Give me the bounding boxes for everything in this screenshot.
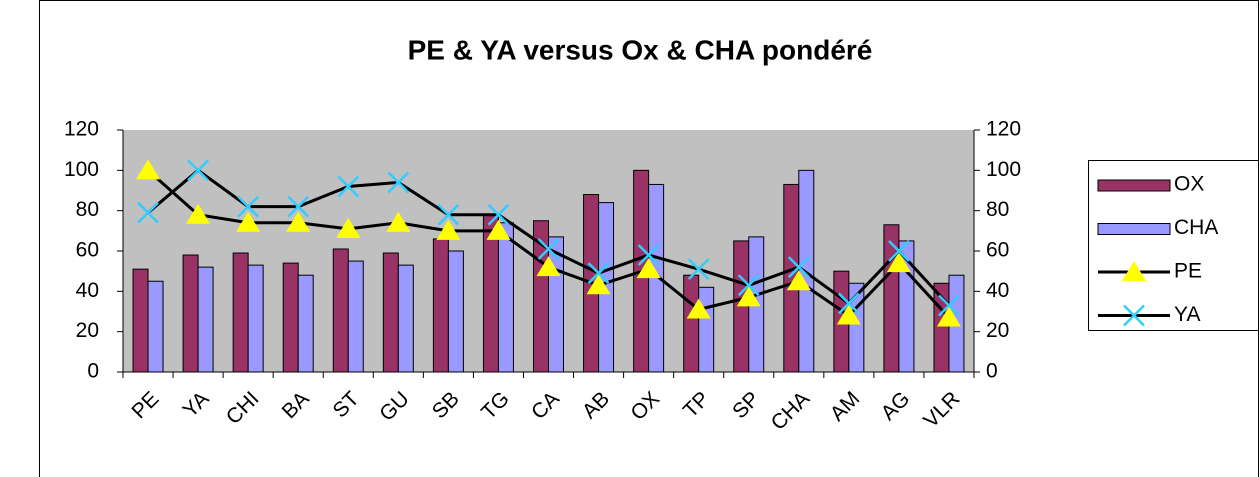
marker-x <box>337 175 360 198</box>
bar <box>232 252 249 373</box>
y2-tick-label: 80 <box>986 198 1009 221</box>
marker-triangle <box>536 256 561 277</box>
marker-triangle <box>636 258 661 279</box>
y2-tick-label: 100 <box>986 158 1021 181</box>
x-tick-label: CHA <box>767 387 815 435</box>
y-tick-label: 60 <box>76 239 99 262</box>
bar <box>432 238 449 373</box>
y-tick-label: 0 <box>87 360 99 383</box>
marker-triangle <box>186 203 211 224</box>
y2-tick-label: 60 <box>986 239 1009 262</box>
bar <box>282 262 299 373</box>
marker-x <box>837 292 860 315</box>
x-tick-label: BA <box>278 387 314 423</box>
marker-x <box>888 240 910 262</box>
marker-x <box>587 262 610 285</box>
y-tick-label: 80 <box>76 198 99 221</box>
marker-x <box>787 256 810 279</box>
bar <box>883 224 900 373</box>
marker-triangle <box>486 219 511 240</box>
marker-triangle <box>136 159 161 180</box>
x-tick-label: AB <box>578 387 614 423</box>
x-tick-label: TP <box>679 387 714 422</box>
bar <box>447 250 464 373</box>
bar <box>132 268 149 373</box>
y-tick-label: 20 <box>76 319 99 342</box>
y-tick-label: 40 <box>76 279 99 302</box>
legend-label: YA <box>1174 303 1200 326</box>
y2-tick-label: 20 <box>986 319 1009 342</box>
marker-triangle <box>586 274 611 295</box>
bar <box>397 264 414 373</box>
marker-x <box>737 274 760 297</box>
marker-triangle <box>686 298 711 319</box>
x-tick-label: SB <box>428 387 464 423</box>
bar <box>698 286 715 373</box>
marker-triangle <box>786 270 811 291</box>
marker-x <box>137 201 159 224</box>
bar <box>733 240 750 373</box>
x-tick-label: CHI <box>222 387 264 429</box>
x-tick-label: AM <box>826 387 865 426</box>
legend-label: PE <box>1174 260 1202 283</box>
bar <box>347 260 364 373</box>
chart-title: PE & YA versus Ox & CHA pondéré <box>408 34 873 65</box>
x-tick-label: CA <box>527 387 564 424</box>
marker-x <box>687 258 710 281</box>
y2-tick-label: 40 <box>986 279 1009 302</box>
x-tick-label: YA <box>179 387 214 422</box>
marker-x <box>938 294 960 317</box>
y2-tick-label: 0 <box>986 360 998 383</box>
marker-triangle <box>886 252 911 273</box>
bar <box>147 280 164 373</box>
marker-triangle <box>336 217 361 238</box>
marker-x <box>187 159 209 182</box>
marker-x <box>237 195 260 218</box>
marker-triangle <box>736 286 761 307</box>
marker-triangle <box>836 304 861 325</box>
legend-swatch <box>1097 179 1171 192</box>
marker-triangle <box>236 211 261 232</box>
marker-x <box>637 244 660 266</box>
marker-x <box>537 238 560 260</box>
x-tick-label: GU <box>375 387 414 426</box>
bar <box>182 254 199 373</box>
y-tick-label: 100 <box>64 158 99 181</box>
x-tick-label: ST <box>328 387 363 422</box>
marker-x <box>387 171 410 194</box>
x-tick-label: VLR <box>919 387 964 432</box>
legend-marker <box>1122 261 1146 281</box>
bar <box>197 266 214 373</box>
bar <box>247 264 264 373</box>
x-tick-label: AG <box>877 387 915 425</box>
marker-x <box>487 203 510 226</box>
legend-label: CHA <box>1174 216 1218 239</box>
legend-marker <box>1123 304 1145 327</box>
marker-triangle <box>436 219 461 240</box>
bar <box>297 274 314 373</box>
legend-label: OX <box>1174 173 1204 196</box>
marker-triangle <box>386 211 411 232</box>
y2-tick-label: 120 <box>986 118 1021 141</box>
marker-x <box>437 203 460 226</box>
y-tick-label: 120 <box>64 118 99 141</box>
marker-x <box>287 195 310 218</box>
bar <box>382 252 399 373</box>
x-tick-label: SP <box>728 387 764 423</box>
x-tick-label: PE <box>127 387 163 423</box>
bar <box>683 274 700 373</box>
x-tick-label: TG <box>477 387 514 424</box>
bar <box>497 222 514 373</box>
legend-swatch <box>1097 223 1171 235</box>
bar <box>332 248 349 373</box>
marker-triangle <box>936 306 961 327</box>
marker-triangle <box>286 211 311 232</box>
x-tick-label: OX <box>626 387 664 425</box>
